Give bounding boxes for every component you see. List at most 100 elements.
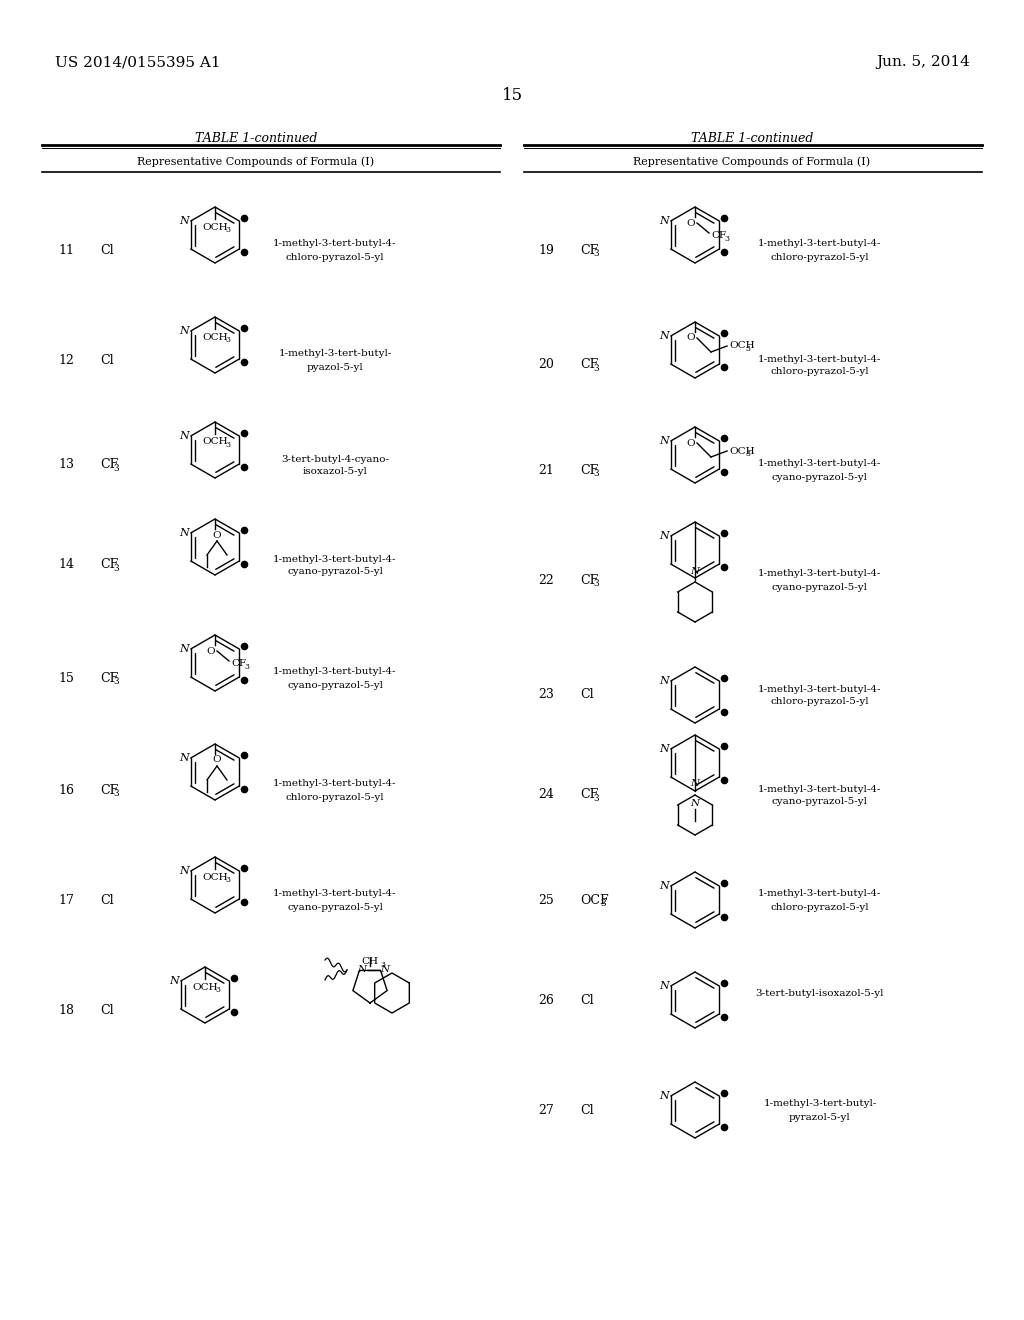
- Text: CF: CF: [580, 788, 598, 801]
- Text: 15: 15: [58, 672, 74, 685]
- Text: chloro-pyrazol-5-yl: chloro-pyrazol-5-yl: [286, 792, 384, 801]
- Text: 1-methyl-3-tert-butyl-4-: 1-methyl-3-tert-butyl-4-: [273, 890, 396, 899]
- Text: 14: 14: [58, 558, 74, 572]
- Text: CF: CF: [100, 672, 118, 685]
- Text: 17: 17: [58, 894, 74, 907]
- Text: CF: CF: [580, 243, 598, 256]
- Text: 1-methyl-3-tert-butyl-4-: 1-methyl-3-tert-butyl-4-: [758, 890, 882, 899]
- Text: 3: 3: [113, 465, 119, 473]
- Text: Representative Compounds of Formula (I): Representative Compounds of Formula (I): [634, 157, 870, 168]
- Text: N: N: [658, 331, 669, 341]
- Text: chloro-pyrazol-5-yl: chloro-pyrazol-5-yl: [771, 697, 869, 706]
- Text: 20: 20: [538, 359, 554, 371]
- Text: 1-methyl-3-tert-butyl-4-: 1-methyl-3-tert-butyl-4-: [758, 685, 882, 693]
- Text: O: O: [687, 438, 695, 447]
- Text: OCH: OCH: [193, 982, 218, 991]
- Text: CF: CF: [100, 558, 118, 572]
- Text: cyano-pyrazol-5-yl: cyano-pyrazol-5-yl: [772, 473, 868, 482]
- Text: N: N: [690, 568, 699, 577]
- Text: pyrazol-5-yl: pyrazol-5-yl: [790, 1113, 851, 1122]
- Text: N: N: [179, 866, 188, 876]
- Text: CH: CH: [361, 957, 379, 966]
- Text: O: O: [687, 334, 695, 342]
- Text: N: N: [179, 432, 188, 441]
- Text: OCH: OCH: [202, 333, 227, 342]
- Text: OCH: OCH: [729, 342, 755, 351]
- Text: N: N: [179, 216, 188, 226]
- Text: N: N: [381, 965, 389, 974]
- Text: cyano-pyrazol-5-yl: cyano-pyrazol-5-yl: [772, 797, 868, 807]
- Text: Representative Compounds of Formula (I): Representative Compounds of Formula (I): [137, 157, 375, 168]
- Text: N: N: [658, 216, 669, 226]
- Text: cyano-pyrazol-5-yl: cyano-pyrazol-5-yl: [772, 582, 868, 591]
- Text: O: O: [207, 647, 215, 656]
- Text: 3: 3: [215, 986, 220, 994]
- Text: CF: CF: [580, 359, 598, 371]
- Text: N: N: [658, 744, 669, 754]
- Text: Cl: Cl: [580, 689, 594, 701]
- Text: 16: 16: [58, 784, 74, 796]
- Text: 3: 3: [724, 235, 729, 243]
- Text: 11: 11: [58, 243, 74, 256]
- Text: CF: CF: [231, 660, 246, 668]
- Text: 1-methyl-3-tert-butyl-4-: 1-methyl-3-tert-butyl-4-: [758, 459, 882, 469]
- Text: 3: 3: [593, 795, 599, 803]
- Text: 1-methyl-3-tert-butyl-4-: 1-methyl-3-tert-butyl-4-: [273, 239, 396, 248]
- Text: N: N: [658, 981, 669, 991]
- Text: N: N: [658, 436, 669, 446]
- Text: Cl: Cl: [100, 1003, 114, 1016]
- Text: OCH: OCH: [202, 873, 227, 882]
- Text: CF: CF: [711, 231, 726, 240]
- Text: TABLE 1-continued: TABLE 1-continued: [195, 132, 317, 144]
- Text: OCH: OCH: [729, 446, 755, 455]
- Text: 19: 19: [538, 243, 554, 256]
- Text: 26: 26: [538, 994, 554, 1006]
- Text: N: N: [658, 880, 669, 891]
- Text: OCH: OCH: [202, 437, 227, 446]
- Text: 3: 3: [113, 789, 119, 799]
- Text: O: O: [687, 219, 695, 227]
- Text: N: N: [658, 531, 669, 541]
- Text: 1-methyl-3-tert-butyl-4-: 1-methyl-3-tert-butyl-4-: [758, 239, 882, 248]
- Text: CF: CF: [580, 463, 598, 477]
- Text: chloro-pyrazol-5-yl: chloro-pyrazol-5-yl: [771, 252, 869, 261]
- Text: N: N: [658, 1092, 669, 1101]
- Text: 18: 18: [58, 1003, 74, 1016]
- Text: 3: 3: [225, 876, 230, 884]
- Text: 23: 23: [538, 689, 554, 701]
- Text: OCF: OCF: [580, 894, 608, 907]
- Text: 3: 3: [593, 579, 599, 587]
- Text: O: O: [213, 755, 221, 764]
- Text: 15: 15: [502, 87, 522, 103]
- Text: 1-methyl-3-tert-butyl-4-: 1-methyl-3-tert-butyl-4-: [273, 668, 396, 676]
- Text: N: N: [169, 975, 178, 986]
- Text: CF: CF: [100, 458, 118, 471]
- Text: TABLE 1-continued: TABLE 1-continued: [691, 132, 813, 144]
- Text: Jun. 5, 2014: Jun. 5, 2014: [877, 55, 970, 69]
- Text: 3: 3: [593, 249, 599, 257]
- Text: cyano-pyrazol-5-yl: cyano-pyrazol-5-yl: [287, 903, 383, 912]
- Text: 13: 13: [58, 458, 74, 471]
- Text: N: N: [690, 780, 699, 788]
- Text: Cl: Cl: [100, 354, 114, 367]
- Text: 1-methyl-3-tert-butyl-4-: 1-methyl-3-tert-butyl-4-: [758, 784, 882, 793]
- Text: pyazol-5-yl: pyazol-5-yl: [306, 363, 364, 371]
- Text: 3: 3: [600, 899, 605, 908]
- Text: N: N: [179, 326, 188, 337]
- Text: 21: 21: [538, 463, 554, 477]
- Text: 3: 3: [593, 364, 599, 374]
- Text: N: N: [179, 752, 188, 763]
- Text: 24: 24: [538, 788, 554, 801]
- Text: 1-methyl-3-tert-butyl-4-: 1-methyl-3-tert-butyl-4-: [273, 780, 396, 788]
- Text: 27: 27: [538, 1104, 554, 1117]
- Text: Cl: Cl: [100, 243, 114, 256]
- Text: 3: 3: [225, 441, 230, 449]
- Text: N: N: [690, 799, 699, 808]
- Text: Cl: Cl: [580, 994, 594, 1006]
- Text: N: N: [357, 965, 367, 974]
- Text: N: N: [179, 644, 188, 653]
- Text: 25: 25: [538, 894, 554, 907]
- Text: cyano-pyrazol-5-yl: cyano-pyrazol-5-yl: [287, 681, 383, 689]
- Text: 22: 22: [538, 573, 554, 586]
- Text: 1-methyl-3-tert-butyl-: 1-methyl-3-tert-butyl-: [763, 1100, 877, 1109]
